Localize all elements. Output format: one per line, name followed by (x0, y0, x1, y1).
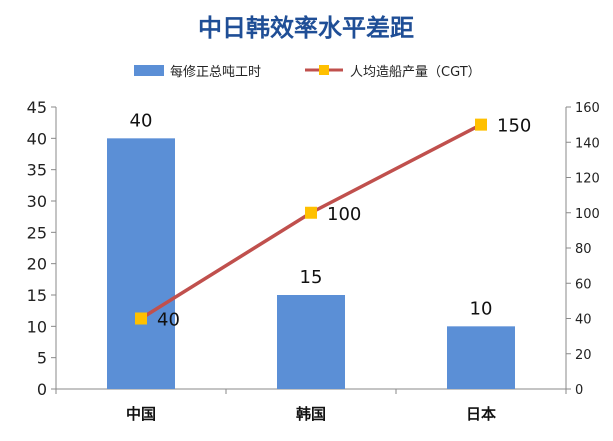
y-left-tick-label: 30 (27, 192, 47, 211)
chart-title: 中日韩效率水平差距 (198, 13, 414, 42)
y-right-tick-label: 120 (575, 172, 600, 187)
y-left-tick-label: 5 (37, 349, 47, 368)
bar-1 (107, 138, 175, 389)
bars (107, 138, 515, 389)
line-value-label: 40 (157, 310, 180, 331)
line-value-label: 150 (497, 116, 531, 137)
legend-line-label: 人均造船产量（CGT） (350, 65, 481, 80)
line-point-3 (475, 118, 487, 131)
y-left-tick-label: 25 (27, 223, 47, 242)
x-category-label: 韩国 (296, 405, 326, 423)
line-point-1 (135, 312, 147, 325)
line-point-2 (305, 206, 317, 219)
y-left-tick-label: 35 (27, 161, 47, 180)
legend-bar-swatch (134, 65, 164, 76)
bar-value-label: 40 (130, 110, 153, 131)
line-series (135, 118, 487, 325)
y-right-tick-label: 80 (575, 242, 592, 257)
y-left-tick-label: 45 (27, 98, 47, 117)
y-left-tick-label: 40 (27, 129, 47, 148)
y-right-tick-label: 40 (575, 313, 592, 328)
y-left-tick-label: 15 (27, 286, 47, 305)
y-right-tick-label: 0 (575, 383, 583, 398)
x-category-label: 日本 (466, 405, 496, 423)
x-category-label: 中国 (126, 405, 156, 423)
axes: 0 5 10 15 20 25 30 35 40 45 0 20 40 60 80 100 120 140 160 中… (27, 98, 600, 423)
bar-3 (447, 326, 515, 389)
legend-line-marker (319, 65, 329, 75)
y-right-tick-label: 60 (575, 277, 592, 292)
bar-value-label: 15 (300, 267, 323, 288)
line-path (140, 123, 482, 320)
line-value-label: 100 (327, 204, 361, 225)
y-left-tick-label: 10 (27, 317, 47, 336)
legend-bar-label: 每修正总吨工时 (170, 64, 261, 80)
y-right-tick-label: 160 (575, 101, 600, 116)
data-labels: 40 15 10 40 100 150 (130, 110, 532, 330)
y-right-tick-label: 100 (575, 207, 600, 222)
bar-2 (277, 295, 345, 389)
y-left-tick-label: 20 (27, 255, 47, 274)
y-right-tick-label: 20 (575, 348, 592, 363)
y-right-tick-label: 140 (575, 136, 600, 151)
legend: 每修正总吨工时 人均造船产量（CGT） (134, 64, 481, 80)
bar-value-label: 10 (470, 298, 493, 319)
y-left-tick-label: 0 (37, 380, 47, 399)
